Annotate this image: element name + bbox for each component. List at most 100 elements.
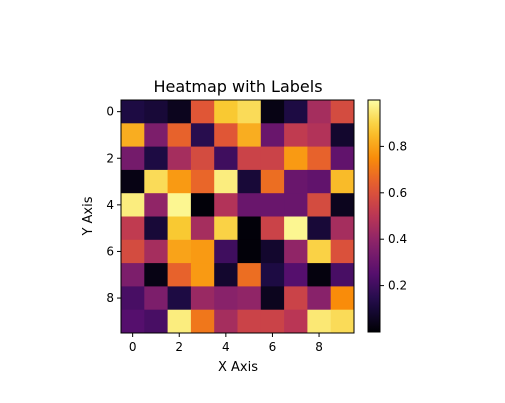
heatmap-cell <box>237 123 262 147</box>
heatmap-cell <box>330 286 355 311</box>
y-tick-label: 6 <box>106 244 114 258</box>
heatmap-cell <box>214 123 238 147</box>
heatmap-cell <box>214 193 238 217</box>
heatmap-cell <box>260 169 285 194</box>
colorbar-tick-label: 0.8 <box>388 139 407 153</box>
heatmap-cell <box>214 309 238 334</box>
heatmap-cell <box>237 309 262 334</box>
colorbar-tick-label: 0.4 <box>388 232 407 246</box>
heatmap-cell <box>307 309 332 334</box>
heatmap-cell <box>190 239 215 264</box>
heatmap-cell <box>121 193 145 217</box>
y-tick-label: 4 <box>106 198 114 212</box>
heatmap-cell <box>284 309 308 334</box>
heatmap-cell <box>214 286 238 311</box>
heatmap-cell <box>144 193 168 217</box>
heatmap-cell <box>284 146 308 171</box>
heatmap-cell <box>330 100 355 124</box>
heatmap-cell <box>260 216 285 241</box>
heatmap-cell <box>284 193 308 217</box>
chart-title: Heatmap with Labels <box>153 77 322 96</box>
heatmap-cell <box>144 263 168 287</box>
heatmap-cell <box>284 286 308 311</box>
heatmap-cell <box>190 286 215 311</box>
heatmap-cell <box>214 216 238 241</box>
heatmap-cell <box>144 169 168 194</box>
heatmap-cell <box>260 146 285 171</box>
heatmap-cell <box>307 123 332 147</box>
heatmap-cell <box>144 216 168 241</box>
heatmap-cell <box>237 239 262 264</box>
heatmap-cell <box>284 169 308 194</box>
heatmap-cell <box>307 263 332 287</box>
heatmap-cell <box>307 146 332 171</box>
heatmap-cell <box>330 123 355 147</box>
heatmap-cell <box>330 146 355 171</box>
heatmap-cell <box>260 263 285 287</box>
heatmap-cell <box>167 309 192 334</box>
heatmap-cell <box>167 100 192 124</box>
y-axis-ticks: 0 2 4 6 8 <box>106 105 121 305</box>
heatmap-cell <box>144 146 168 171</box>
colorbar-tick-label: 0.2 <box>388 279 407 293</box>
heatmap-cell <box>330 263 355 287</box>
heatmap-cell <box>121 169 145 194</box>
heatmap-cell <box>190 263 215 287</box>
heatmap-cell <box>144 100 168 124</box>
heatmap-cell <box>284 100 308 124</box>
heatmap-cell <box>330 239 355 264</box>
x-tick-label: 2 <box>175 340 183 354</box>
heatmap-cell <box>307 216 332 241</box>
colorbar-tick-label: 0.6 <box>388 186 407 200</box>
y-tick-label: 0 <box>106 105 114 119</box>
heatmap-cell <box>260 123 285 147</box>
heatmap-cell <box>237 193 262 217</box>
x-tick-label: 6 <box>269 340 277 354</box>
heatmap-cell <box>167 193 192 217</box>
heatmap-cell <box>284 239 308 264</box>
heatmap-cell <box>167 146 192 171</box>
heatmap-cell <box>307 286 332 311</box>
heatmap-cell <box>214 146 238 171</box>
heatmap-cell <box>190 309 215 334</box>
x-tick-label: 0 <box>129 340 137 354</box>
heatmap-cell <box>330 309 355 334</box>
heatmap-cell <box>214 263 238 287</box>
heatmap-cell <box>121 309 145 334</box>
heatmap-cell <box>214 169 238 194</box>
heatmap-cell <box>330 193 355 217</box>
heatmap-cell <box>260 193 285 217</box>
x-tick-label: 4 <box>222 340 230 354</box>
heatmap-cell <box>307 193 332 217</box>
heatmap-cell <box>237 146 262 171</box>
heatmap-cell <box>214 239 238 264</box>
heatmap-cell <box>260 286 285 311</box>
heatmap-cell <box>121 216 145 241</box>
heatmap-cell <box>144 286 168 311</box>
colorbar <box>367 99 381 333</box>
heatmap-cell <box>307 169 332 194</box>
heatmap-cell <box>121 100 145 124</box>
heatmap-cell <box>121 263 145 287</box>
heatmap-cell <box>307 100 332 124</box>
heatmap-cell <box>284 216 308 241</box>
heatmap-cell <box>260 309 285 334</box>
heatmap-cell <box>330 216 355 241</box>
heatmap-cell <box>237 263 262 287</box>
heatmap-cell <box>144 309 168 334</box>
heatmap-cell <box>237 216 262 241</box>
heatmap-cell <box>167 239 192 264</box>
heatmap-cell <box>190 169 215 194</box>
heatmap-cell <box>167 123 192 147</box>
y-axis-label: Y Axis <box>81 196 96 236</box>
heatmap-cell <box>190 123 215 147</box>
x-tick-label: 8 <box>315 340 323 354</box>
x-axis-ticks: 0 2 4 6 8 <box>129 333 323 354</box>
heatmap-cell <box>167 169 192 194</box>
heatmap-cell <box>307 239 332 264</box>
heatmap-cell <box>121 146 145 171</box>
heatmap-cell <box>190 193 215 217</box>
heatmap-cell <box>121 239 145 264</box>
heatmap-cell <box>237 100 262 124</box>
